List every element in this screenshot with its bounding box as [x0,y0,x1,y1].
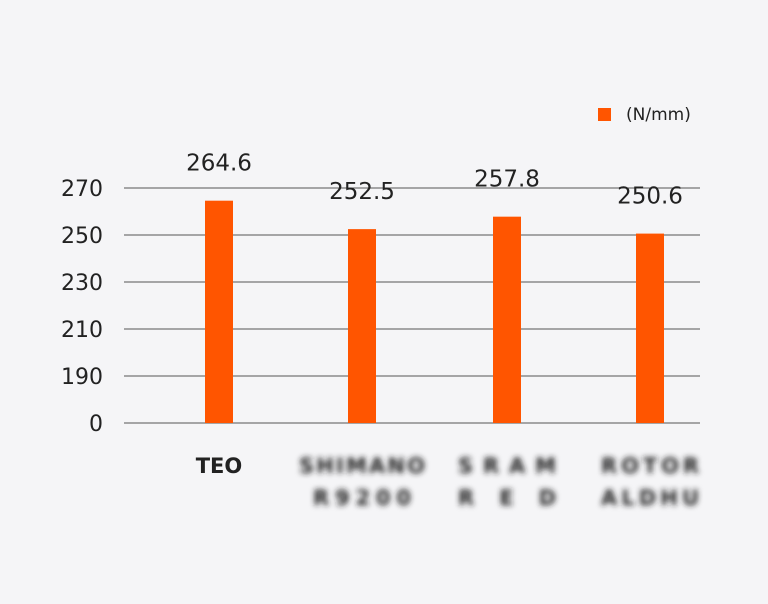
data-label: 250.6 [617,184,683,210]
y-tick-label: 210 [61,318,103,343]
legend-label: (N/mm) [626,105,691,125]
x-category-label: ROTOR [601,454,699,478]
y-tick-label: 270 [61,177,103,202]
bars [205,200,664,423]
y-tick-label: 230 [61,271,103,296]
x-category-label: TEO [196,454,243,478]
x-category-label: SHIMANO [299,454,425,478]
data-label: 252.5 [329,179,395,205]
y-tick-label: 250 [61,224,103,249]
data-label: 257.8 [474,167,540,193]
x-category-label: ALDHU [601,486,699,510]
bar [636,233,664,423]
bar [205,200,233,423]
data-labels: 264.6 252.5 257.8 250.6 [186,151,683,210]
bar [348,229,376,423]
bar [493,216,521,423]
x-category-label: SRAM [458,454,556,478]
y-tick-label: 190 [61,365,103,390]
x-category-label: RED [458,486,556,510]
legend: (N/mm) [598,105,691,125]
y-axis-ticks: 0 190 210 230 250 270 [61,177,103,437]
y-tick-label: 0 [89,412,103,437]
data-label: 264.6 [186,151,252,177]
x-axis-categories: TEO SHIMANO R9200 SRAM RED ROTOR ALDHU [196,454,699,510]
legend-swatch [598,108,611,121]
x-category-label: R9200 [313,486,411,510]
